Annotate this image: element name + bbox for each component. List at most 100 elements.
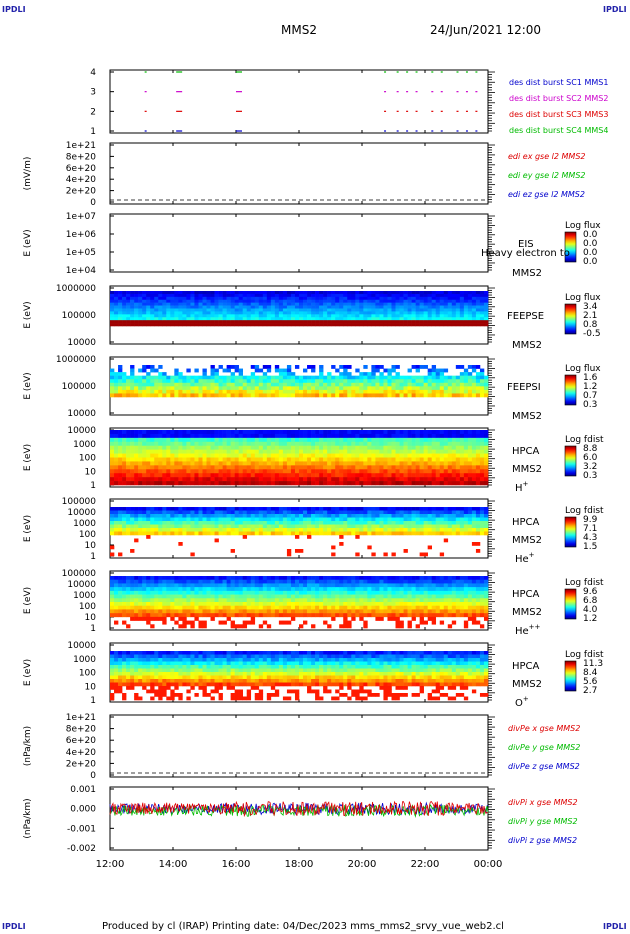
spectrogram-cell — [230, 528, 235, 532]
spectrogram-cell — [230, 372, 235, 376]
spectrogram-cell — [367, 372, 372, 376]
spectrogram-cell — [250, 393, 256, 398]
spectrogram-cell — [286, 299, 292, 303]
spectrogram-cell — [335, 386, 340, 391]
spectrogram-cell — [270, 437, 276, 443]
spectrogram-cell — [238, 323, 244, 327]
spectrogram-cell — [194, 579, 199, 584]
spectrogram-cell — [419, 507, 424, 511]
spectrogram-cell — [339, 514, 344, 518]
spectrogram-cell — [415, 465, 420, 470]
spectrogram-cell — [459, 521, 465, 525]
spectrogram-cell — [467, 365, 473, 369]
spectrogram-cell — [455, 528, 461, 532]
spectrogram-cell — [150, 461, 155, 466]
spectrogram-cell — [335, 320, 340, 324]
spectrogram-cell — [154, 302, 159, 306]
spectrogram-cell — [118, 296, 123, 301]
spectrogram-cell — [391, 320, 396, 324]
spectrogram-cell — [343, 437, 348, 443]
spectrogram-cell — [170, 293, 175, 298]
spectrogram-cell — [210, 430, 215, 435]
spectrogram-cell — [238, 613, 244, 618]
spectrogram-cell — [294, 457, 300, 462]
spectrogram-cell — [146, 323, 151, 327]
spectrogram-cell — [266, 598, 272, 603]
spectrogram-cell — [290, 481, 296, 486]
spectrogram-cell — [246, 594, 252, 599]
spectrogram-cell — [262, 386, 268, 391]
spectrogram-cell — [294, 469, 300, 474]
spectrogram-cell — [383, 320, 388, 324]
spectrogram-cell — [395, 382, 400, 387]
spectrogram-cell — [226, 314, 231, 318]
spectrogram-cell — [375, 379, 380, 384]
spectrogram-cell — [375, 302, 380, 306]
spectrogram-cell — [110, 393, 115, 398]
spectrogram-cell — [294, 453, 300, 458]
spectrogram-cell — [286, 433, 292, 439]
spectrogram-cell — [290, 323, 296, 327]
spectrogram-cell — [475, 524, 481, 529]
spectrogram-cell — [166, 308, 171, 312]
spectrogram-cell — [299, 305, 304, 309]
spectrogram-cell — [319, 299, 324, 303]
spectrogram-cell — [122, 590, 127, 595]
spectrogram-cell — [114, 299, 119, 303]
spectrogram-cell — [194, 291, 199, 295]
spectrogram-cell — [375, 528, 380, 532]
spectrogram-cell — [178, 430, 183, 435]
spectrogram-cell — [214, 320, 219, 324]
spectrogram-cell — [347, 445, 352, 450]
spectrogram-cell — [114, 507, 119, 511]
spectrogram-cell — [363, 382, 368, 387]
spectrogram-cell — [234, 437, 239, 443]
spectrogram-cell — [290, 594, 296, 599]
spectrogram-cell — [230, 311, 235, 315]
spectrogram-cell — [335, 299, 340, 303]
spectrogram-cell — [138, 449, 143, 454]
spectrogram-cell — [238, 598, 244, 603]
spectrogram-cell — [250, 372, 256, 376]
spectrogram-cell — [150, 457, 155, 462]
spectrogram-cell — [242, 507, 248, 511]
spectrogram-cell — [282, 382, 288, 387]
spectrogram-cell — [134, 320, 139, 324]
spectrogram-cell — [435, 293, 441, 298]
spectrogram-cell — [250, 433, 256, 439]
spectrogram-cell — [367, 481, 372, 486]
y-tick-label: 1000 — [73, 519, 96, 529]
spectrogram-cell — [294, 365, 300, 369]
spectrogram-cell — [463, 293, 469, 298]
spectrogram-cell — [315, 517, 320, 522]
spectrogram-cell — [242, 317, 248, 321]
spectrogram-cell — [166, 609, 171, 614]
spectrogram-cell — [166, 579, 171, 584]
spectrogram-cell — [242, 379, 248, 384]
spectrogram-cell — [367, 517, 372, 522]
spectrogram-cell — [323, 477, 328, 482]
spectrogram-cell — [391, 449, 396, 454]
spectrogram-cell — [238, 453, 244, 458]
spectrogram-cell — [178, 437, 183, 443]
spectrogram-cell — [383, 453, 388, 458]
spectrogram-cell — [363, 461, 368, 466]
spectrogram-cell — [371, 531, 376, 536]
spectrogram-cell — [226, 602, 231, 607]
spectrogram-cell — [246, 517, 252, 522]
instrument-label: FEEPSE — [507, 311, 544, 322]
spectrogram-cell — [126, 624, 131, 629]
spectrogram-cell — [178, 311, 183, 315]
spectrogram-cell — [294, 594, 300, 599]
spectrogram-cell — [254, 365, 260, 369]
spectrogram-cell — [118, 602, 123, 607]
spectrogram-cell — [194, 430, 199, 435]
spectrogram-cell — [198, 594, 203, 599]
spectrogram-cell — [142, 433, 147, 439]
spectrogram-cell — [435, 372, 441, 376]
spectrogram-cell — [210, 473, 215, 478]
spectrogram-cell — [206, 445, 211, 450]
spectrogram-cell — [395, 314, 400, 318]
spectrogram — [110, 430, 489, 486]
spectrogram-cell — [371, 469, 376, 474]
